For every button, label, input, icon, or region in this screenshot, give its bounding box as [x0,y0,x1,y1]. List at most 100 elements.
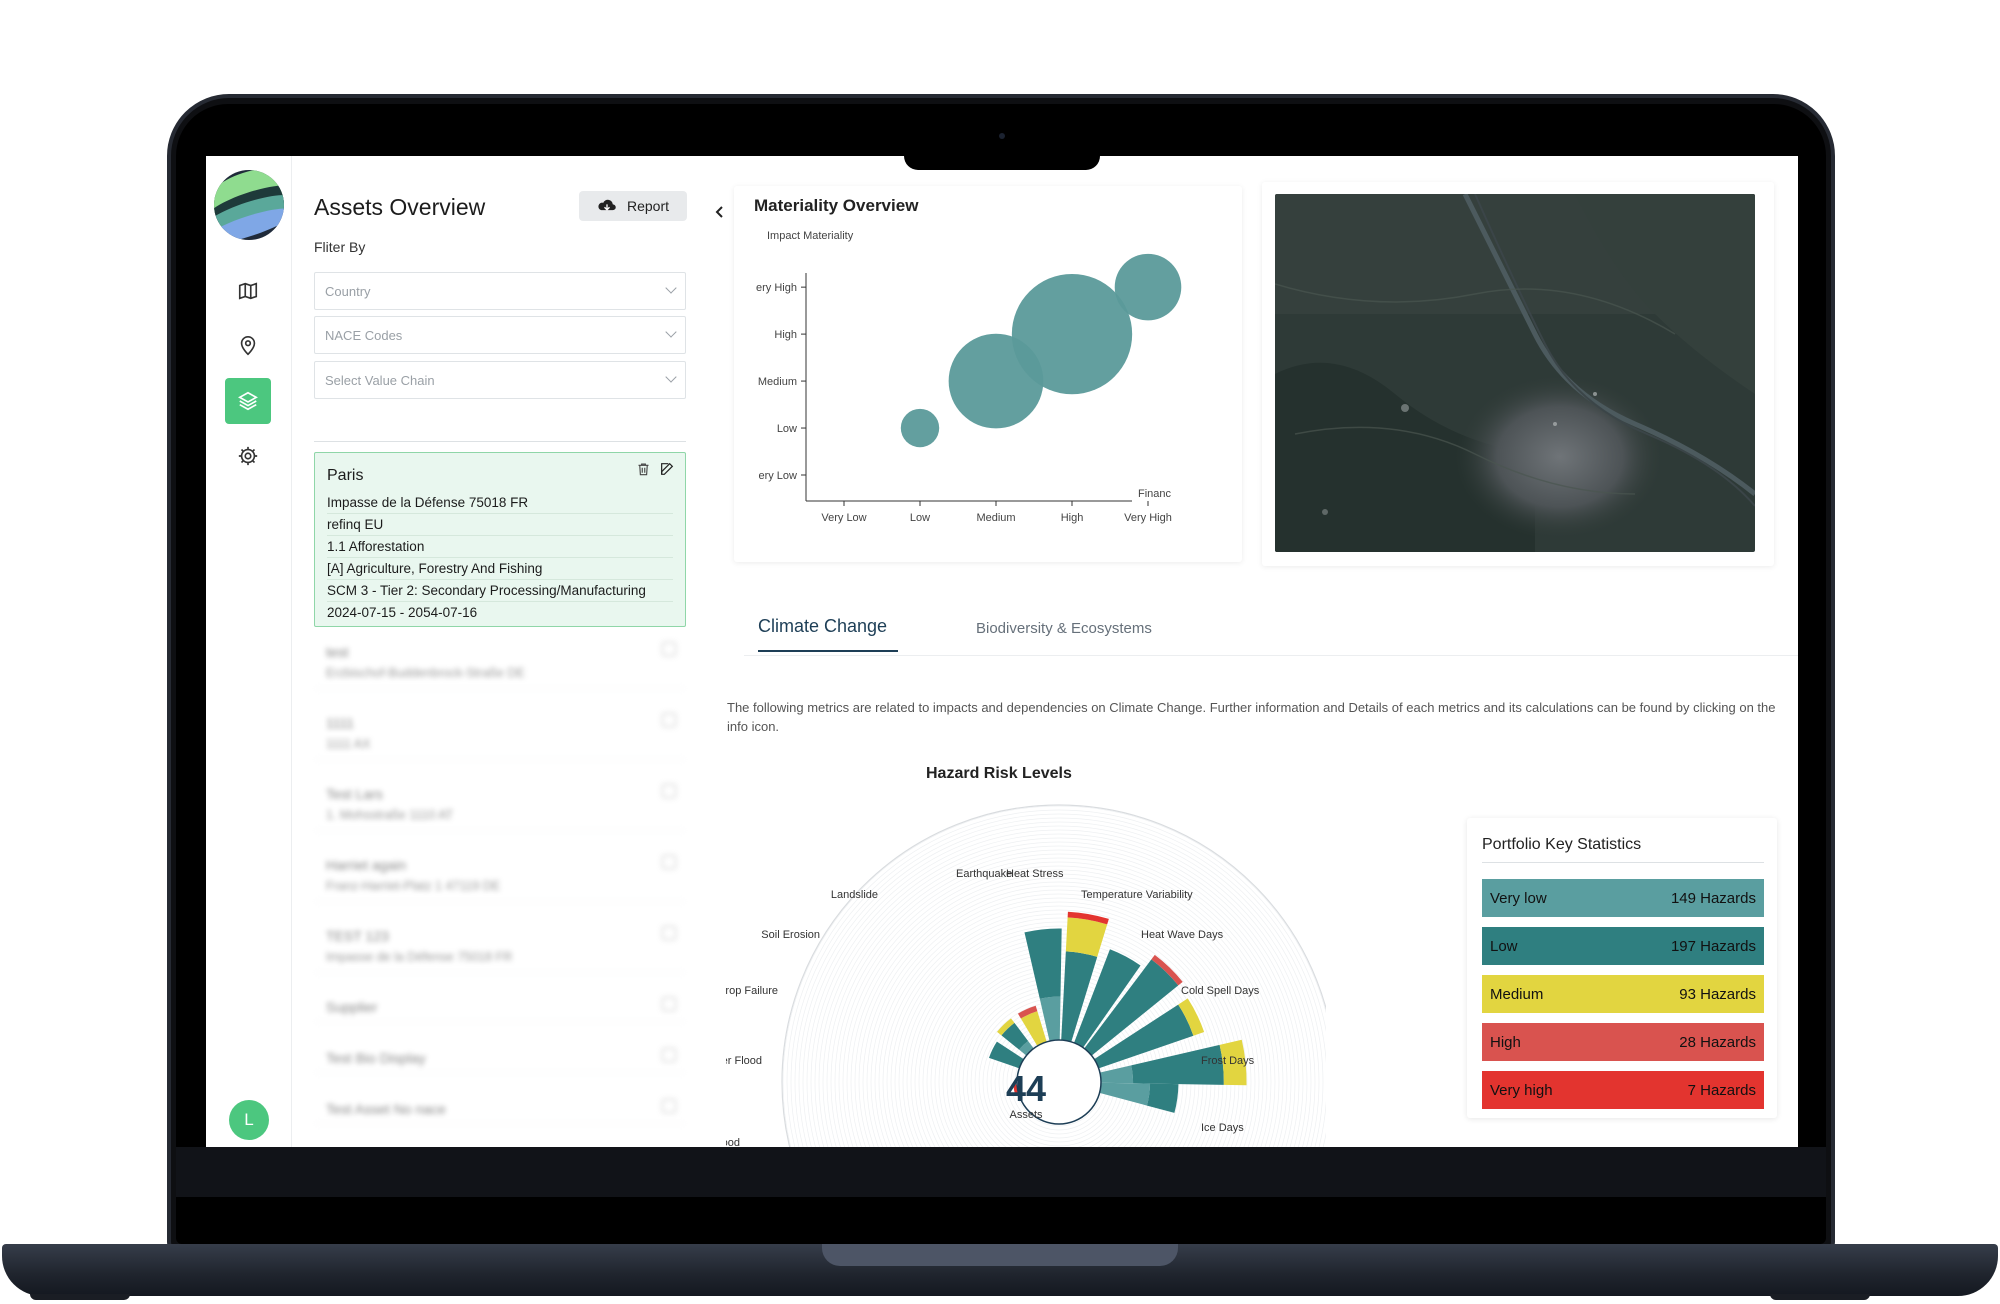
company-logo[interactable] [214,170,284,240]
card-actions [636,461,675,477]
stat-label: Medium [1490,985,1544,1003]
hazard-segment [1097,1082,1151,1106]
hazard-segment [1020,1011,1048,1048]
grid-ring [830,853,1288,1147]
grid-ring [814,837,1304,1147]
bubble-point [900,408,940,448]
filter-label: Fliter By [314,239,366,255]
hazard-segment [1219,1039,1247,1086]
hazard-segment [1097,1065,1134,1084]
list-item[interactable]: Harriet again Franz-Harriet-Platz 1 47119… [314,849,686,902]
value-chain-placeholder: Select Value Chain [325,373,435,388]
stat-label: Low [1490,937,1518,955]
stat-row[interactable]: Low 197 Hazards [1482,927,1764,965]
camera-dot [999,133,1005,139]
stat-label: Very high [1490,1081,1553,1099]
materiality-chart: Impact Materiality ery Low Low Medium High er… [756,230,1182,524]
chevron-down-icon [665,326,677,338]
list-item[interactable]: 1111 1111 AX [314,707,686,760]
list-item[interactable]: Test Lars 1. Mohsstraße 1110 AT [314,778,686,831]
hazard-segment [1061,951,1098,1044]
grid-ring [826,849,1292,1147]
tab-biodiversity[interactable]: Biodiversity & Ecosystems [976,620,1152,637]
grid-ring [786,809,1326,1147]
edit-icon[interactable] [659,461,675,477]
assets-count: 44 [1005,1068,1047,1109]
location-pin-icon[interactable] [225,323,271,369]
list-item[interactable]: Supplier [314,991,686,1022]
grid-ring [782,805,1326,1147]
grid-ring [798,821,1320,1147]
stats-divider [1482,862,1764,863]
asset-scope: SCM 3 - Tier 2: Secondary Processing/Man… [327,581,673,602]
value-chain-select[interactable]: Select Value Chain [314,361,686,399]
grid-ring [838,861,1280,1147]
grid-ring [822,845,1296,1147]
grid-ring [790,813,1326,1147]
x-tick-label: Medium [976,512,1015,524]
hazard-category-label: Soil Erosion [761,929,820,941]
tab-climate-change[interactable]: Climate Change [758,616,888,636]
list-item[interactable]: Test Asset No nace [314,1093,686,1124]
list-item[interactable]: TEST 123 Impasse de la Défense 75018 FR [314,920,686,973]
hazard-segment [1083,959,1179,1057]
avatar[interactable]: L [229,1100,269,1140]
hazard-segment [1073,949,1141,1050]
trash-icon[interactable] [636,461,651,477]
hazard-segment [1017,1005,1038,1019]
stat-value: 197 Hazards [1670,937,1756,955]
laptop-foot-right [1770,1294,1870,1300]
edit-icon [662,1099,676,1113]
country-select[interactable]: Country [314,272,686,310]
grid-ring [858,881,1260,1147]
stat-row[interactable]: High 28 Hazards [1482,1023,1764,1061]
grid-ring [794,817,1324,1147]
materiality-title: Materiality Overview [754,196,919,215]
country-placeholder: Country [325,284,371,299]
stat-row[interactable]: Very low 149 Hazards [1482,879,1764,917]
gear-icon[interactable] [225,433,271,479]
map-icon[interactable] [225,268,271,314]
edit-icon [662,997,676,1011]
edit-icon [662,713,676,727]
report-button[interactable]: Report [579,191,687,221]
stat-label: Very low [1490,889,1547,907]
selected-asset-card[interactable]: Paris Impasse de la Défense 75018 FR ref… [314,452,686,627]
hazard-category-label: Heat Wave Days [1141,929,1224,941]
stat-label: High [1490,1033,1521,1051]
hazard-segment [1131,1044,1224,1085]
grid-ring [846,869,1272,1147]
hazard-category-label: Ice Days [1201,1122,1244,1134]
stat-value: 93 Hazards [1679,985,1756,1003]
list-item[interactable]: test Erzbischof-Buddenbrock-Straße DE [314,636,686,689]
stat-value: 28 Hazards [1679,1033,1756,1051]
layers-icon[interactable] [225,378,271,424]
grid-ring [862,885,1256,1147]
stat-row[interactable]: Medium 93 Hazards [1482,975,1764,1013]
asset-name: Paris [327,467,364,484]
asset-address: Impasse de la Défense 75018 FR [327,493,673,514]
grid-ring [850,873,1268,1147]
hazard-category-label: Cold Spell Days [1181,985,1260,997]
nace-select[interactable]: NACE Codes [314,316,686,354]
edit-icon [662,642,676,656]
x-tick-label: High [1061,512,1084,524]
satellite-map[interactable] [1275,194,1755,552]
laptop-chin [176,1147,1826,1197]
asset-owner: refinq EU [327,515,673,536]
bubble-point [1114,253,1182,321]
chevron-down-icon [665,282,677,294]
hazard-category-label: Frost Days [1201,1055,1255,1067]
asset-period: 2024-07-15 - 2054-07-16 [327,605,478,620]
assets-count-label: Assets [1009,1109,1043,1121]
laptop-foot-left [30,1294,130,1300]
hazard-category-label: River Flood [726,1055,762,1067]
laptop-base-lip [822,1244,1178,1266]
chevron-left-icon[interactable] [712,204,728,220]
edit-icon [662,855,676,869]
list-item[interactable]: Test Bio Display [314,1042,686,1073]
stat-row[interactable]: Very high 7 Hazards [1482,1071,1764,1109]
hazard-category-label: Crop Failure [726,985,778,997]
page-title: Assets Overview [314,194,486,220]
grid-ring [842,865,1276,1147]
